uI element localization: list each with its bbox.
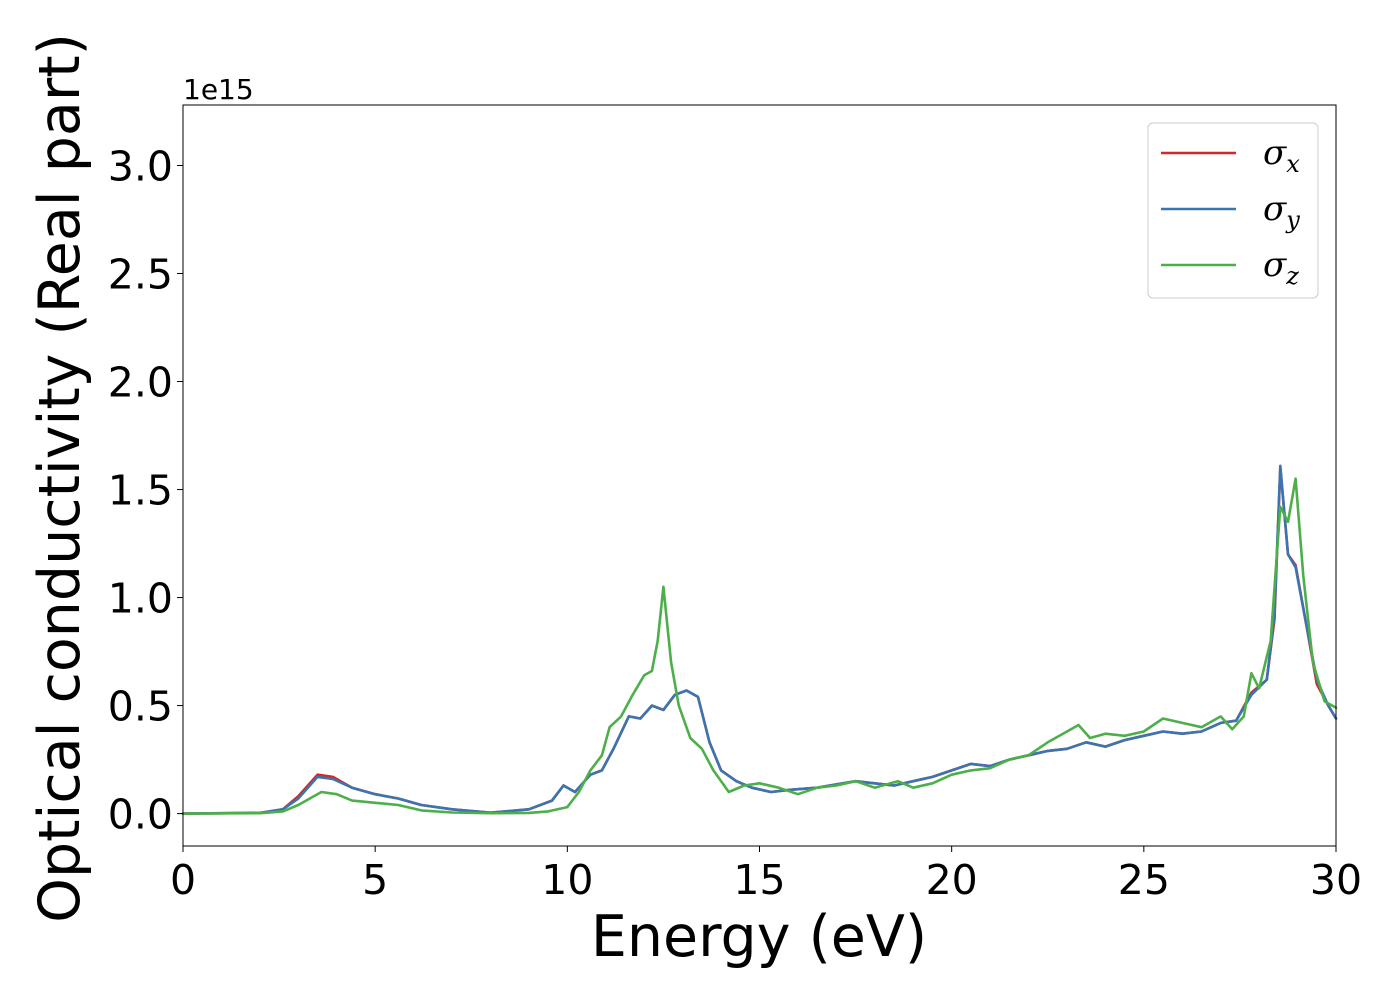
y-offset-label: 1e15 <box>183 73 254 106</box>
series-layer <box>181 464 1338 815</box>
x-tick-label: 20 <box>926 856 978 904</box>
legend-box <box>1147 122 1319 299</box>
y-axis-title: Optical conductivity (Real part) <box>27 33 93 923</box>
y-tick-label: 3.0 <box>108 142 173 190</box>
x-tick-label: 15 <box>733 856 785 904</box>
y-tick-label: 0.0 <box>108 791 173 839</box>
x-tick-label: 5 <box>362 856 388 904</box>
y-tick-label: 1.5 <box>108 467 173 515</box>
x-tick-label: 0 <box>170 856 196 904</box>
x-tick-label: 25 <box>1118 856 1170 904</box>
plot-area-background <box>183 105 1336 846</box>
y-tick-label: 0.5 <box>108 683 173 731</box>
y-axis-ticks: 0.0 0.5 1.0 1.5 2.0 2.5 3.0 <box>108 142 183 839</box>
y-tick-label: 2.0 <box>108 359 173 407</box>
x-axis-ticks: 0 5 10 15 20 25 30 <box>170 846 1362 904</box>
y-tick-label: 2.5 <box>108 251 173 299</box>
x-tick-label: 30 <box>1310 856 1362 904</box>
series-line-y <box>181 464 1338 815</box>
x-tick-label: 10 <box>541 856 593 904</box>
series-line-z <box>181 477 1338 815</box>
y-tick-label: 1.0 <box>108 575 173 623</box>
x-axis-title: Energy (eV) <box>591 904 927 970</box>
